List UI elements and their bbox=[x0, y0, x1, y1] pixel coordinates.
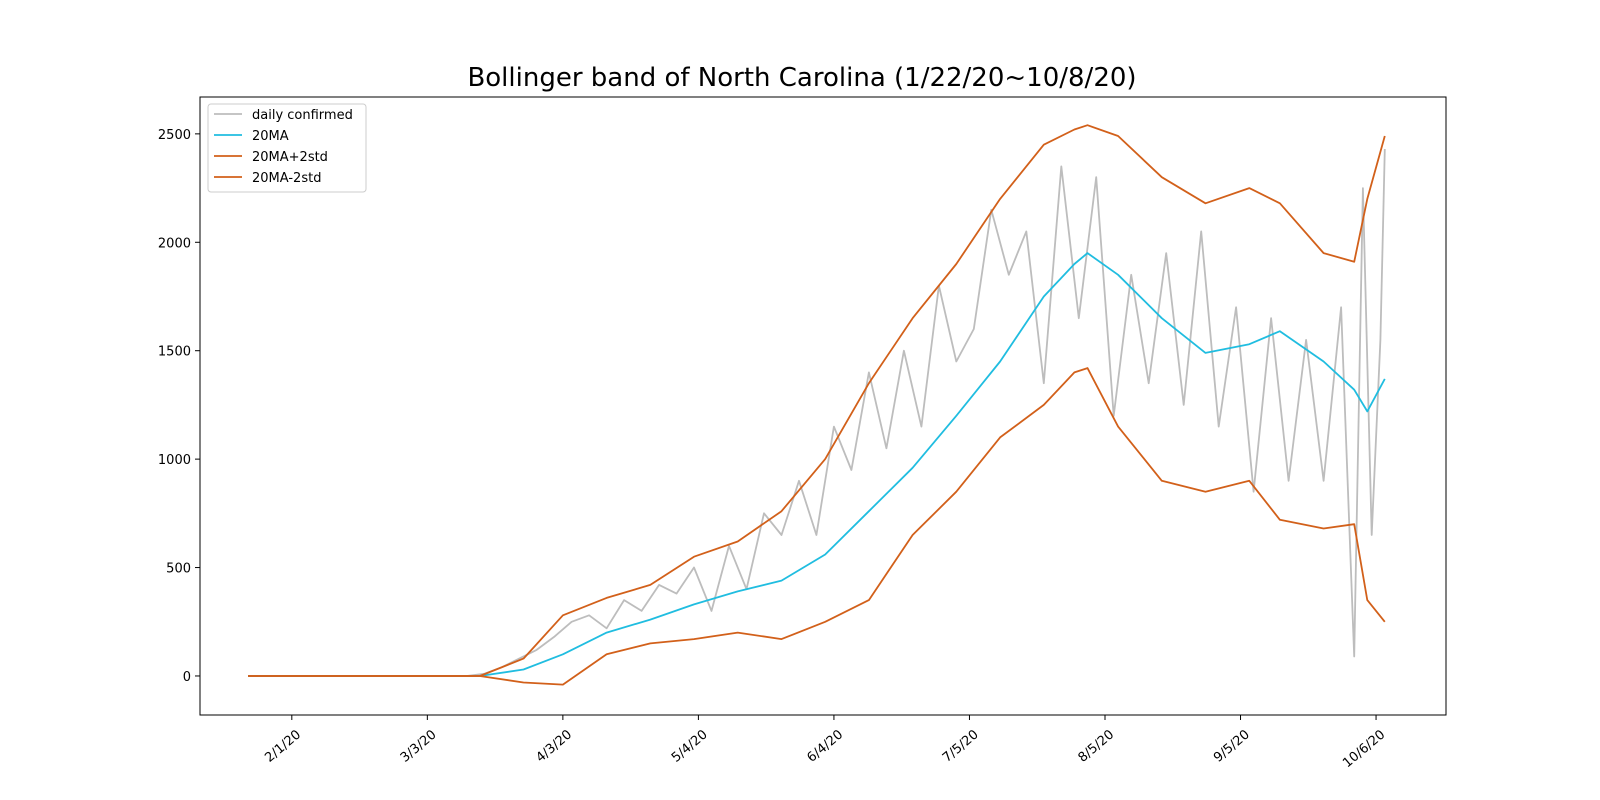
x-tick-label: 10/6/20 bbox=[1340, 727, 1388, 771]
x-tick-label: 7/5/20 bbox=[940, 727, 982, 765]
x-tick-label: 5/4/20 bbox=[669, 727, 711, 765]
x-tick-label: 2/1/20 bbox=[262, 727, 304, 765]
legend-label-upper: 20MA+2std bbox=[252, 150, 328, 165]
legend: daily confirmed 20MA 20MA+2std 20MA-2std bbox=[207, 103, 367, 193]
plot-frame bbox=[199, 96, 1447, 716]
chart-title: Bollinger band of North Carolina (1/22/2… bbox=[467, 63, 1136, 93]
y-tick-label: 2500 bbox=[158, 128, 191, 143]
legend-label-daily: daily confirmed bbox=[252, 108, 353, 123]
x-tick-label: 3/3/20 bbox=[398, 727, 440, 765]
x-tick-label: 6/4/20 bbox=[804, 727, 846, 765]
series-line-1 bbox=[248, 252, 1386, 677]
series-line-0 bbox=[248, 148, 1386, 677]
y-tick-label: 1000 bbox=[158, 453, 191, 468]
y-tick-label: 2000 bbox=[158, 236, 191, 251]
x-tick-label: 8/5/20 bbox=[1076, 727, 1118, 765]
y-axis: 0 500 1000 1500 2000 2500 bbox=[158, 128, 200, 685]
x-axis: 2/1/20 3/3/20 4/3/20 5/4/20 6/4/20 7/5/20 8/5/… bbox=[262, 715, 1388, 771]
x-tick-label: 4/3/20 bbox=[533, 727, 575, 765]
y-tick-label: 500 bbox=[166, 562, 191, 577]
legend-label-lower: 20MA-2std bbox=[252, 171, 321, 186]
x-tick-label: 9/5/20 bbox=[1211, 727, 1253, 765]
series-line-3 bbox=[248, 367, 1386, 686]
series-layer bbox=[248, 124, 1386, 686]
y-tick-label: 1500 bbox=[158, 345, 191, 360]
series-line-2 bbox=[248, 124, 1386, 677]
y-tick-label: 0 bbox=[183, 670, 191, 685]
legend-box bbox=[207, 103, 367, 193]
legend-label-ma: 20MA bbox=[252, 129, 289, 144]
